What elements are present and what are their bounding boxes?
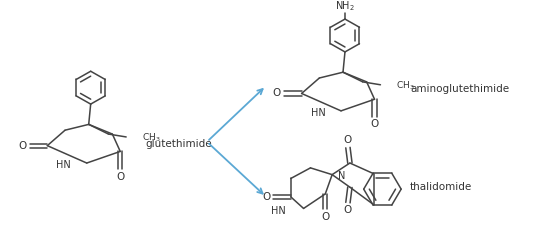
Text: HN: HN [56, 160, 71, 170]
Text: aminoglutethimide: aminoglutethimide [410, 84, 509, 94]
Text: CH$_3$: CH$_3$ [396, 80, 415, 92]
Text: thalidomide: thalidomide [410, 182, 472, 192]
Text: O: O [262, 192, 270, 202]
Text: N: N [338, 170, 345, 180]
Text: glutethimide: glutethimide [146, 139, 213, 149]
Text: O: O [371, 120, 379, 130]
Text: O: O [19, 141, 27, 151]
Text: O: O [116, 172, 124, 181]
Text: O: O [273, 88, 281, 99]
Text: NH$_2$: NH$_2$ [335, 0, 355, 14]
Text: O: O [344, 135, 352, 145]
Text: HN: HN [271, 206, 286, 216]
Text: O: O [344, 206, 352, 216]
Text: HN: HN [310, 108, 325, 118]
Text: O: O [321, 212, 329, 222]
Text: CH$_3$: CH$_3$ [142, 132, 161, 144]
